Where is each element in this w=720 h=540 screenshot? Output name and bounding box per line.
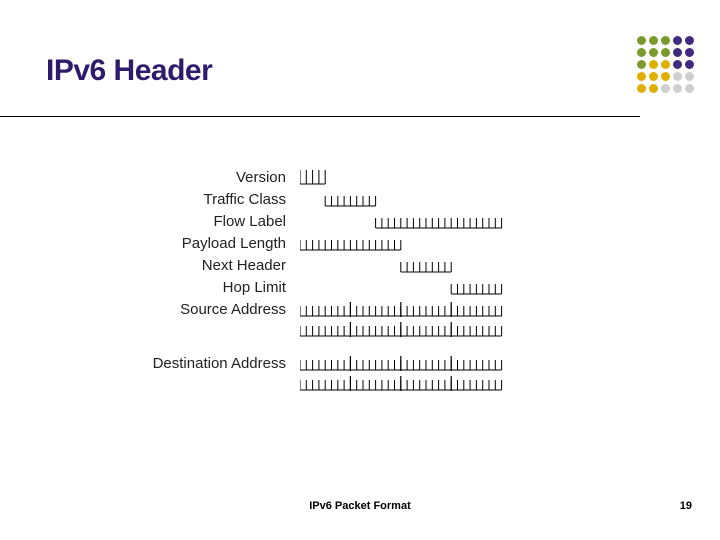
- header-field-row: Flow Label: [134, 210, 292, 232]
- field-bits: [300, 212, 504, 236]
- title-underline: [0, 116, 640, 117]
- field-bits: [300, 300, 504, 344]
- decor-dot: [637, 48, 646, 57]
- decor-dot: [685, 48, 694, 57]
- decor-dot: [661, 36, 670, 45]
- decor-dot: [673, 84, 682, 93]
- field-bits: [300, 234, 403, 258]
- decor-dot: [661, 48, 670, 57]
- decor-dot: [649, 72, 658, 81]
- field-bits: [300, 278, 504, 302]
- field-label: Traffic Class: [134, 191, 292, 208]
- field-bits: [300, 190, 378, 214]
- decor-dot: [685, 60, 694, 69]
- decor-dot: [661, 60, 670, 69]
- header-field-row: Version: [134, 166, 292, 188]
- decor-dot: [673, 60, 682, 69]
- decor-dot: [637, 36, 646, 45]
- field-label: Source Address: [134, 301, 292, 318]
- decor-dot: [673, 36, 682, 45]
- corner-dots: [637, 36, 694, 93]
- header-field-row: Destination Address: [134, 352, 292, 374]
- decor-dot: [649, 36, 658, 45]
- decor-dot: [649, 60, 658, 69]
- field-label: Payload Length: [134, 235, 292, 252]
- decor-dot: [673, 48, 682, 57]
- decor-dot: [661, 84, 670, 93]
- footer-text: IPv6 Packet Format: [0, 500, 720, 512]
- field-label: Version: [134, 169, 292, 186]
- field-bits: [300, 168, 327, 192]
- header-field-row: Traffic Class: [134, 188, 292, 210]
- header-field-row: Source Address: [134, 298, 292, 320]
- decor-dot: [673, 72, 682, 81]
- field-bits: [300, 256, 453, 280]
- header-field-row: Next Header: [134, 254, 292, 276]
- decor-dot: [649, 48, 658, 57]
- field-label: Next Header: [134, 257, 292, 274]
- page-number: 19: [680, 500, 692, 512]
- field-label: Hop Limit: [134, 279, 292, 296]
- decor-dot: [649, 84, 658, 93]
- decor-dot: [685, 72, 694, 81]
- ipv6-header-diagram: Version Traffic Class Flow Label Payload Le…: [134, 166, 534, 426]
- decor-dot: [637, 84, 646, 93]
- decor-dot: [637, 60, 646, 69]
- field-label: Destination Address: [134, 355, 292, 372]
- decor-dot: [661, 72, 670, 81]
- decor-dot: [685, 84, 694, 93]
- header-field-row: Payload Length: [134, 232, 292, 254]
- field-bits: [300, 354, 504, 398]
- field-label: Flow Label: [134, 213, 292, 230]
- decor-dot: [685, 36, 694, 45]
- slide-title: IPv6 Header: [46, 54, 212, 88]
- decor-dot: [637, 72, 646, 81]
- header-field-row: Hop Limit: [134, 276, 292, 298]
